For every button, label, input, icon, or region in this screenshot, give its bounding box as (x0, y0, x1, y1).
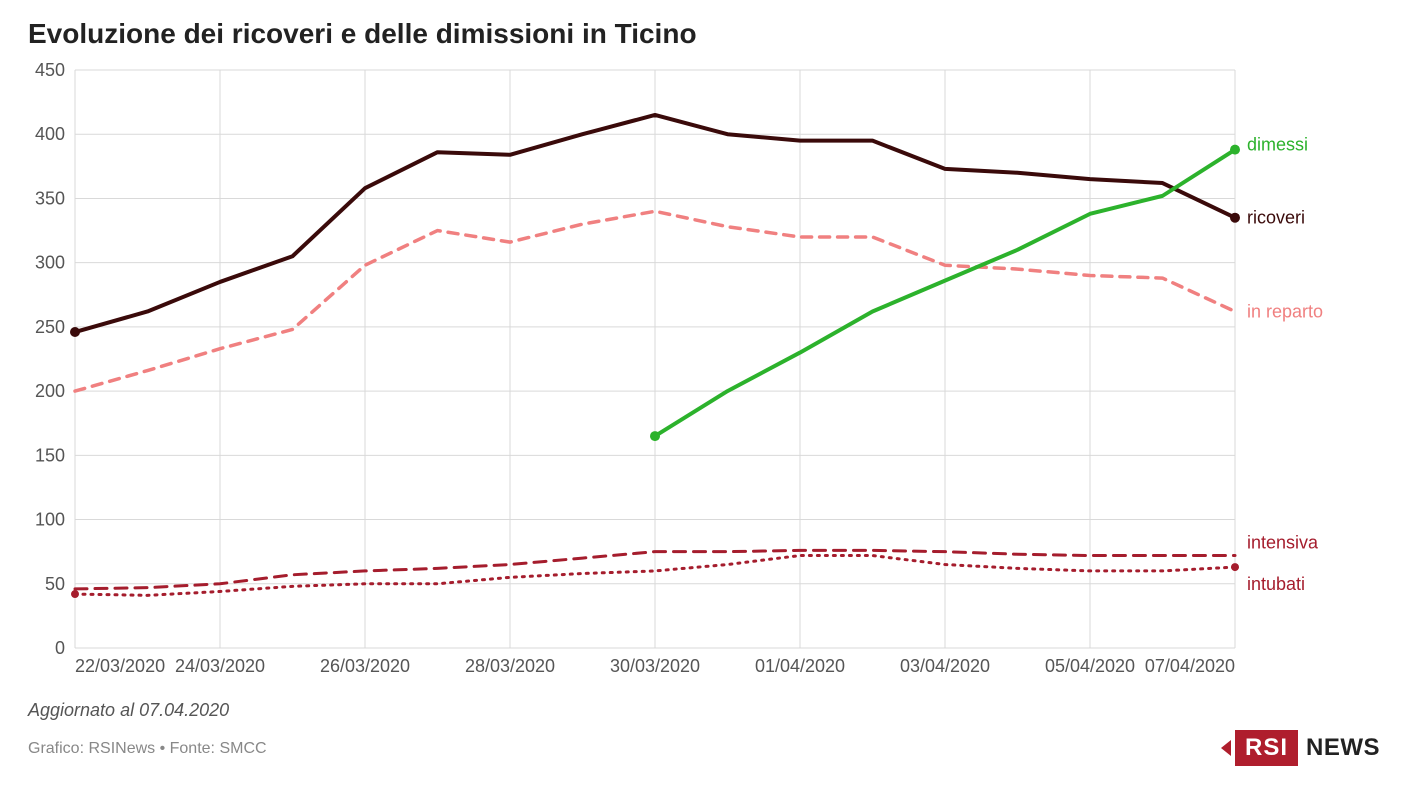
svg-text:intubati: intubati (1247, 574, 1305, 594)
line-chart: 0 50 100 150 200 250 300 350 400 450 22/03/2020 24/… (0, 0, 1345, 688)
updated-text: Aggiornato al 07.04.2020 (28, 700, 229, 721)
svg-text:intensiva: intensiva (1247, 533, 1319, 553)
svg-text:26/03/2020: 26/03/2020 (320, 656, 410, 676)
svg-text:24/03/2020: 24/03/2020 (175, 656, 265, 676)
rsi-news-logo: RSI NEWS (1235, 730, 1380, 766)
svg-text:0: 0 (55, 638, 65, 658)
svg-text:22/03/2020: 22/03/2020 (75, 656, 165, 676)
svg-text:03/04/2020: 03/04/2020 (900, 656, 990, 676)
svg-text:150: 150 (35, 445, 65, 465)
svg-text:28/03/2020: 28/03/2020 (465, 656, 555, 676)
svg-text:200: 200 (35, 381, 65, 401)
svg-text:07/04/2020: 07/04/2020 (1145, 656, 1235, 676)
svg-text:in reparto: in reparto (1247, 301, 1323, 321)
svg-text:450: 450 (35, 60, 65, 80)
svg-text:30/03/2020: 30/03/2020 (610, 656, 700, 676)
svg-text:01/04/2020: 01/04/2020 (755, 656, 845, 676)
svg-text:ricoveri: ricoveri (1247, 208, 1305, 228)
svg-text:100: 100 (35, 510, 65, 530)
svg-text:05/04/2020: 05/04/2020 (1045, 656, 1135, 676)
svg-text:300: 300 (35, 253, 65, 273)
logo-rsi: RSI (1235, 730, 1298, 766)
svg-text:50: 50 (45, 574, 65, 594)
svg-text:400: 400 (35, 124, 65, 144)
svg-text:350: 350 (35, 188, 65, 208)
svg-text:dimessi: dimessi (1247, 134, 1308, 154)
svg-text:250: 250 (35, 317, 65, 337)
credits-text: Grafico: RSINews • Fonte: SMCC (28, 740, 267, 758)
logo-news: NEWS (1306, 734, 1380, 762)
